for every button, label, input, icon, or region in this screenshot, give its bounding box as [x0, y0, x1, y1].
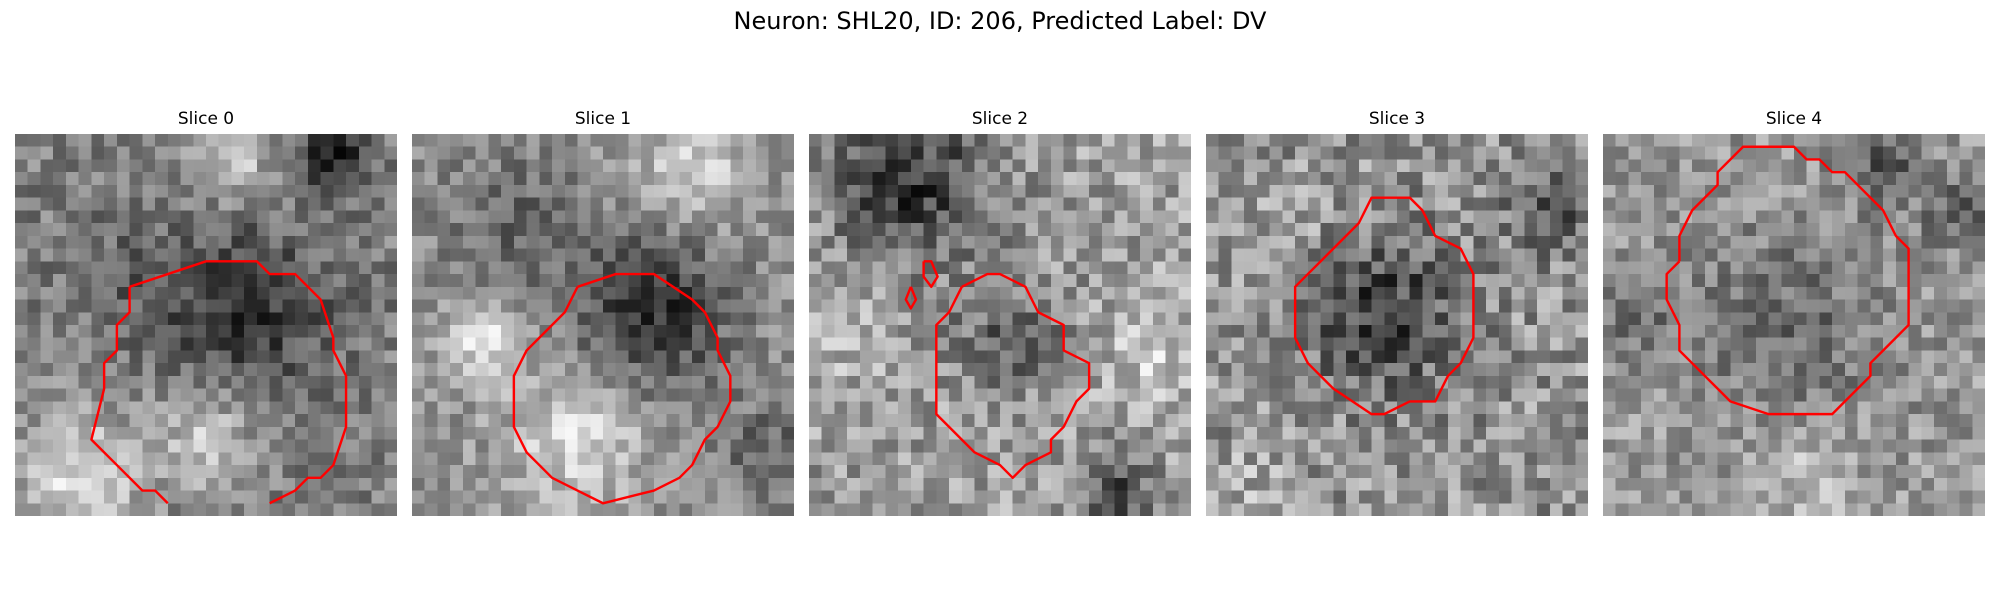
panel-title-slice-3: Slice 3: [1368, 109, 1426, 129]
cell-contour: [1293, 196, 1475, 416]
slice-0-image: [15, 134, 397, 516]
cell-contour: [1665, 145, 1910, 416]
cell-contour: [935, 272, 1091, 480]
pixel-grid: [412, 134, 794, 516]
cell-contour: [922, 260, 939, 289]
pixel-grid: [1603, 134, 1985, 516]
panel-title-slice-4: Slice 4: [1765, 109, 1823, 129]
cell-contour: [129, 260, 348, 505]
cell-contour: [512, 272, 732, 505]
figure-title: Neuron: SHL20, ID: 206, Predicted Label:…: [733, 7, 1267, 35]
panel-title-slice-2: Slice 2: [971, 109, 1029, 129]
pixel-grid: [15, 134, 397, 516]
pixel-grid: [809, 134, 1191, 516]
panel-title-slice-1: Slice 1: [574, 109, 632, 129]
slice-3-image: [1206, 134, 1588, 516]
cell-contour: [904, 286, 918, 310]
slice-2-image: [809, 134, 1191, 516]
slice-1-image: [412, 134, 794, 516]
cell-contour: [90, 286, 169, 505]
slice-4-image: [1603, 134, 1985, 516]
pixel-grid: [1206, 134, 1588, 516]
panel-title-slice-0: Slice 0: [177, 109, 235, 129]
